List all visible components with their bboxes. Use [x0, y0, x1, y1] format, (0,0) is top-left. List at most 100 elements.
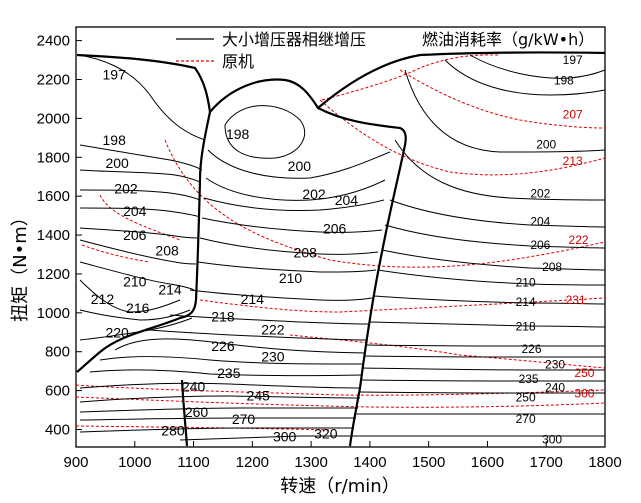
y-tick-label: 1400 [37, 227, 70, 244]
contour-label-original: 240 [545, 381, 565, 395]
contour-245 [79, 395, 361, 403]
contour-label-sequential: 320 [314, 425, 338, 441]
contour-197-right [469, 54, 606, 79]
red-contour-g [199, 297, 606, 313]
contour-260 [79, 407, 358, 413]
chart-title: 燃油消耗率（g/kW•h） [422, 30, 594, 49]
contour-210-right [377, 269, 606, 286]
contour-label-original: 198 [554, 74, 574, 88]
contour-label-sequential: 200 [105, 155, 129, 171]
contour-label-sequential: 208 [155, 243, 179, 259]
contour-280 [79, 427, 354, 433]
x-tick-label: 1500 [412, 454, 445, 471]
contour-198-right [444, 59, 606, 96]
contour-label-sequential: 212 [91, 291, 115, 307]
contour-218-center [169, 314, 369, 325]
contour-202-left [79, 189, 201, 201]
contour-210-center [197, 261, 377, 273]
contour-label-sequential: 200 [288, 158, 312, 174]
contour-label-sequential: 270 [232, 411, 256, 427]
operating-boundaries [76, 51, 606, 447]
y-tick-label: 400 [45, 422, 70, 439]
contour-label-sequential: 202 [302, 186, 326, 202]
contour-214-right [373, 295, 606, 305]
contour-206-center [201, 217, 383, 233]
contour-202-center [205, 177, 386, 201]
x-tick-label: 1400 [353, 454, 386, 471]
red-contour-d [164, 139, 606, 268]
contour-label-original: 210 [516, 276, 536, 290]
contour-200-left [79, 169, 201, 183]
contour-label-sequential: 197 [103, 67, 127, 83]
contour-230-right [363, 355, 605, 358]
x-tick-label: 900 [63, 454, 88, 471]
contour-label-original: 208 [542, 260, 562, 274]
contour-label-sequential: 245 [247, 387, 271, 403]
red-contour-j [75, 396, 606, 408]
y-tick-label: 2000 [37, 110, 70, 127]
contour-label-sequential: 198 [226, 126, 250, 142]
contour-label-sequential: 240 [182, 379, 206, 395]
contour-label-original: 206 [530, 238, 550, 252]
legend: 大小增压器相继增压 原机 [176, 30, 366, 71]
contour-label-sequential: 204 [335, 192, 359, 208]
contour-204-right [389, 199, 606, 228]
contour-label-sequential: 280 [161, 422, 185, 438]
contour-200-right [404, 69, 606, 153]
contour-198-center [224, 105, 306, 159]
lower-left-boundary [180, 379, 189, 447]
contour-204-center [203, 197, 385, 211]
contour-226 [114, 338, 366, 354]
x-axis-title: 转速（r/min） [280, 476, 399, 497]
contour-208-left [79, 239, 197, 265]
contour-label-original: 250 [574, 366, 594, 380]
contour-216-left [79, 309, 191, 321]
contour-300-center [179, 435, 350, 441]
contour-222-center [149, 329, 367, 341]
contour-label-original: 200 [536, 138, 556, 152]
contour-label-original: 231 [566, 293, 586, 307]
contour-198-left [79, 144, 203, 171]
y-tick-label: 1200 [37, 266, 70, 283]
contour-214-center [189, 289, 373, 301]
y-tick-label: 800 [45, 344, 70, 361]
left-max-torque-boundary [76, 53, 212, 373]
contour-label-sequential: 208 [294, 245, 318, 261]
contour-197 [77, 54, 206, 141]
contour-235 [89, 369, 363, 377]
legend-label-original: 原机 [222, 52, 254, 71]
contour-label-sequential: 220 [105, 324, 129, 340]
contour-label-sequential: 206 [323, 220, 347, 236]
contour-270 [79, 417, 356, 421]
contour-235-right [361, 367, 605, 371]
contour-250-right [359, 391, 605, 394]
contour-label-sequential: 230 [261, 349, 285, 365]
contour-206-left [79, 227, 199, 239]
y-tick-label: 1600 [37, 188, 70, 205]
plot-frame [75, 26, 606, 448]
red-contour-e [99, 194, 181, 241]
contour-212-left [79, 279, 181, 313]
x-tick-label: 1200 [236, 454, 269, 471]
contour-226-right [365, 344, 605, 347]
contour-240 [79, 382, 361, 389]
contour-label-sequential: 210 [123, 274, 147, 290]
contour-label-original: 204 [530, 214, 550, 228]
contour-label-sequential: 206 [123, 227, 147, 243]
contour-label-sequential: 300 [273, 428, 297, 444]
y-axis-title: 扭矩（N•m） [10, 208, 31, 322]
contour-206-right [384, 224, 606, 249]
contour-240-right [359, 379, 605, 382]
contour-218-right [369, 321, 606, 328]
contour-label-sequential: 210 [279, 270, 303, 286]
y-tick-label: 1800 [37, 149, 70, 166]
contour-label-original: 300 [542, 432, 562, 446]
x-tick-label: 1100 [177, 454, 209, 471]
center-peak-boundary [209, 78, 407, 447]
contour-200-center [207, 149, 391, 179]
contour-208-right [381, 249, 606, 271]
contour-label-sequential: 214 [158, 282, 182, 298]
contour-label-sequential: 214 [241, 291, 265, 307]
red-contour-b [321, 54, 501, 101]
contour-230 [99, 356, 365, 365]
